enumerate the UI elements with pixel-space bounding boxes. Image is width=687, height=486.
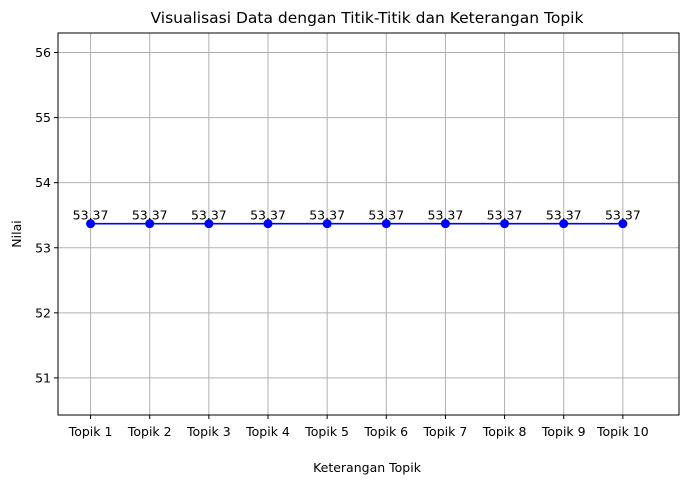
x-tick-label: Topik 7 <box>423 424 468 439</box>
y-tick-label: 55 <box>35 110 51 125</box>
data-labels: 53.37 53.37 53.37 53.37 53.37 53.37 53.37 53.37… <box>73 208 641 223</box>
data-label: 53.37 <box>73 208 109 223</box>
data-point <box>440 219 450 229</box>
data-point <box>618 219 628 229</box>
series-group <box>86 219 628 229</box>
data-label: 53.37 <box>132 208 168 223</box>
chart-title: Visualisasi Data dengan Titik-Titik dan … <box>151 9 584 27</box>
data-label: 53.37 <box>487 208 523 223</box>
y-tick-label: 54 <box>35 175 51 190</box>
data-label: 53.37 <box>368 208 404 223</box>
x-tick-label: Topik 10 <box>596 424 649 439</box>
x-tick-label: Topik 2 <box>127 424 172 439</box>
y-tick-label: 56 <box>35 45 51 60</box>
data-point <box>145 219 155 229</box>
y-tick-label: 53 <box>35 240 51 255</box>
y-tick-label: 52 <box>35 305 51 320</box>
y-axis-label: Nilai <box>9 220 24 247</box>
x-tick-label: Topik 1 <box>68 424 113 439</box>
x-tick-label: Topik 6 <box>363 424 408 439</box>
data-point <box>204 219 214 229</box>
data-label: 53.37 <box>309 208 345 223</box>
data-point <box>86 219 96 229</box>
y-tick-label: 51 <box>35 370 51 385</box>
plot-frame <box>57 32 680 416</box>
axis-ticks: Topik 1 Topik 2 Topik 3 Topik 4 Topik 5 Topik… <box>35 45 649 439</box>
x-tick-label: Topik 9 <box>541 424 586 439</box>
x-tick-label: Topik 5 <box>304 424 349 439</box>
data-point <box>322 219 332 229</box>
data-label: 53.37 <box>250 208 286 223</box>
x-tick-label: Topik 4 <box>245 424 290 439</box>
x-tick-label: Topik 3 <box>186 424 231 439</box>
x-tick-label: Topik 8 <box>482 424 527 439</box>
data-label: 53.37 <box>191 208 227 223</box>
data-label: 53.37 <box>546 208 582 223</box>
data-point <box>559 219 569 229</box>
data-label: 53.37 <box>605 208 641 223</box>
data-point <box>263 219 273 229</box>
data-point <box>381 219 391 229</box>
x-axis-label: Keterangan Topik <box>313 460 422 475</box>
data-label: 53.37 <box>428 208 464 223</box>
data-point <box>500 219 510 229</box>
